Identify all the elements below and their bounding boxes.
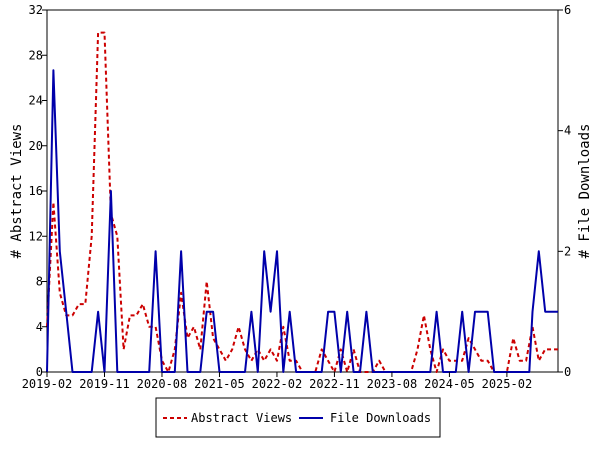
x-tick-label: 2019-02 <box>22 377 73 391</box>
y-left-axis-title: # Abstract Views <box>9 124 25 259</box>
series-layer <box>46 31 558 373</box>
y-right-axis-title: # File Downloads <box>577 124 593 259</box>
x-tick-label: 2022-02 <box>252 377 303 391</box>
x-tick-label: 2019-11 <box>79 377 130 391</box>
legend-box <box>155 397 441 438</box>
series-line-abstract-views <box>46 31 558 373</box>
legend: Abstract Views File Downloads <box>155 397 441 438</box>
plot-frame <box>46 9 559 373</box>
x-tick-label: 2022-11 <box>309 377 360 391</box>
axes <box>46 9 559 373</box>
y-right-tick-label: 4 <box>564 124 571 138</box>
y-left-tick-label: 4 <box>36 320 43 334</box>
x-tick-label: 2025-02 <box>482 377 533 391</box>
y-left-tick-label: 28 <box>29 48 43 62</box>
y-left-tick-label: 24 <box>29 94 43 108</box>
x-tick-label: 2024-05 <box>424 377 475 391</box>
legend-label-file-downloads: File Downloads <box>330 411 431 425</box>
y-left-tick-label: 20 <box>29 139 43 153</box>
x-tick-label: 2020-08 <box>137 377 188 391</box>
y-right-tick-label: 6 <box>564 3 571 17</box>
legend-label-abstract-views: Abstract Views <box>191 411 292 425</box>
y-left-tick-label: 8 <box>36 275 43 289</box>
y-right-tick-label: 0 <box>564 365 571 379</box>
x-tick-label: 2021-05 <box>194 377 245 391</box>
series-line-file-downloads <box>46 69 558 373</box>
y-left-tick-label: 0 <box>36 365 43 379</box>
y-left-tick-label: 32 <box>29 3 43 17</box>
y-left-tick-label: 16 <box>29 184 43 198</box>
x-tick-label: 2023-08 <box>367 377 418 391</box>
y-right-tick-label: 2 <box>564 244 571 258</box>
y-left-tick-label: 12 <box>29 229 43 243</box>
